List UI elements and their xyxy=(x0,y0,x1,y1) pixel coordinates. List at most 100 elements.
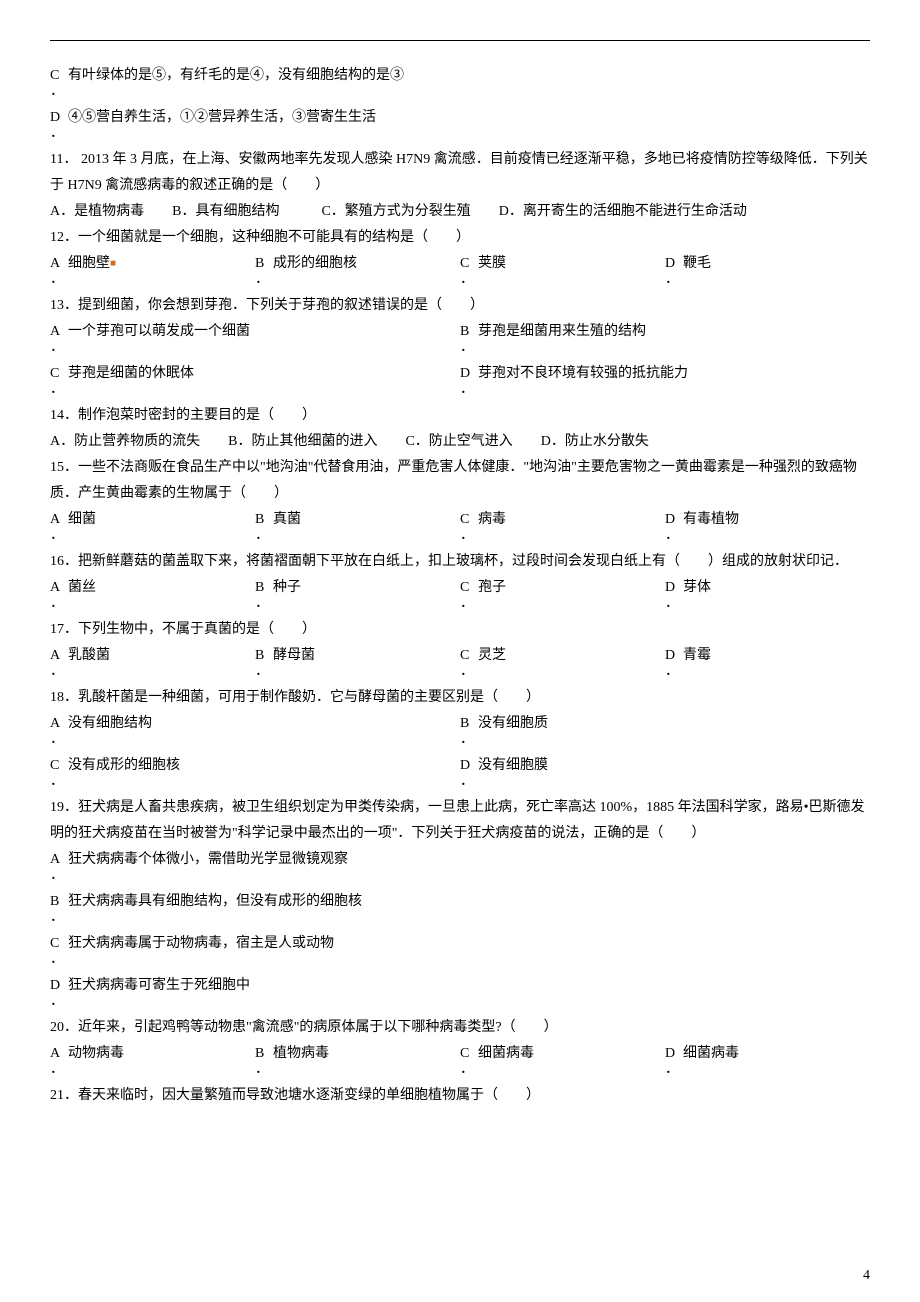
option-dot: ． xyxy=(50,523,68,549)
option-dot: ． xyxy=(255,1057,273,1083)
option-dot: ． xyxy=(255,591,273,617)
option-cell: D．④⑤营自养生活，①②营异养生活，③营寄生生活 xyxy=(50,105,870,147)
option-text: 荚膜 xyxy=(478,251,506,277)
option-cell: A．细胞壁■ xyxy=(50,251,255,293)
option-cell: B．种子 xyxy=(255,575,460,617)
option-text: 狂犬病病毒个体微小，需借助光学显微镜观察 xyxy=(68,847,348,873)
option-row-1: C．有叶绿体的是⑤，有纤毛的是④，没有细胞结构的是③ xyxy=(50,63,870,105)
option-cell: A．没有细胞结构 xyxy=(50,711,460,753)
text-line: 13．提到细菌，你会想到芽孢．下列关于芽孢的叙述错误的是（ ） xyxy=(50,293,870,319)
option-dot: ． xyxy=(460,377,478,403)
option-row-1: D．④⑤营自养生活，①②营异养生活，③营寄生生活 xyxy=(50,105,870,147)
text-line: A．防止营养物质的流失 B．防止其他细菌的进入 C．防止空气进入 D．防止水分散… xyxy=(50,429,870,455)
option-cell: A．动物病毒 xyxy=(50,1041,255,1083)
option-cell: D．狂犬病病毒可寄生于死细胞中 xyxy=(50,973,870,1015)
option-text: 狂犬病病毒具有细胞结构，但没有成形的细胞核 xyxy=(68,889,362,915)
option-cell: B．酵母菌 xyxy=(255,643,460,685)
option-cell: D．青霉 xyxy=(665,643,870,685)
option-text: 细菌病毒 xyxy=(478,1041,534,1067)
option-cell: C．有叶绿体的是⑤，有纤毛的是④，没有细胞结构的是③ xyxy=(50,63,870,105)
option-dot: ． xyxy=(460,659,478,685)
option-dot: ． xyxy=(50,947,68,973)
option-dot: ． xyxy=(50,591,68,617)
option-cell: C．病毒 xyxy=(460,507,665,549)
option-dot: ． xyxy=(665,1057,683,1083)
option-row-2: A．没有细胞结构B．没有细胞质 xyxy=(50,711,870,753)
option-text: 细菌 xyxy=(68,507,96,533)
option-row-1: A．狂犬病病毒个体微小，需借助光学显微镜观察 xyxy=(50,847,870,889)
text-line: 18．乳酸杆菌是一种细菌，可用于制作酸奶．它与酵母菌的主要区别是（ ） xyxy=(50,685,870,711)
option-text: 一个芽孢可以萌发成一个细菌 xyxy=(68,319,250,345)
option-cell: C．没有成形的细胞核 xyxy=(50,753,460,795)
option-dot: ． xyxy=(255,523,273,549)
option-row-2: C．芽孢是细菌的休眠体D．芽孢对不良环境有较强的抵抗能力 xyxy=(50,361,870,403)
text-line: 17．下列生物中，不属于真菌的是（ ） xyxy=(50,617,870,643)
option-row-4: A．细菌B．真菌C．病毒D．有毒植物 xyxy=(50,507,870,549)
option-cell: C．荚膜 xyxy=(460,251,665,293)
option-cell: D．没有细胞膜 xyxy=(460,753,870,795)
option-dot: ． xyxy=(460,335,478,361)
option-text: 芽孢是细菌的休眠体 xyxy=(68,361,194,387)
option-dot: ． xyxy=(665,659,683,685)
option-cell: A．乳酸菌 xyxy=(50,643,255,685)
option-row-2: A．一个芽孢可以萌发成一个细菌B．芽孢是细菌用来生殖的结构 xyxy=(50,319,870,361)
option-row-4: A．乳酸菌B．酵母菌C．灵芝D．青霉 xyxy=(50,643,870,685)
option-cell: C．细菌病毒 xyxy=(460,1041,665,1083)
option-dot: ． xyxy=(460,591,478,617)
option-dot: ． xyxy=(50,1057,68,1083)
option-text: 植物病毒 xyxy=(273,1041,329,1067)
option-cell: B．芽孢是细菌用来生殖的结构 xyxy=(460,319,870,361)
option-cell: D．有毒植物 xyxy=(665,507,870,549)
option-text: 灵芝 xyxy=(478,643,506,669)
option-cell: D．芽体 xyxy=(665,575,870,617)
text-line: 20．近年来，引起鸡鸭等动物患"禽流感"的病原体属于以下哪种病毒类型?（ ） xyxy=(50,1015,870,1041)
option-row-4: A．菌丝B．种子C．孢子D．芽体 xyxy=(50,575,870,617)
text-line: 16．把新鲜蘑菇的菌盖取下来，将菌褶面朝下平放在白纸上，扣上玻璃杯，过段时间会发… xyxy=(50,549,870,575)
option-dot: ． xyxy=(665,267,683,293)
option-dot: ． xyxy=(50,79,68,105)
option-dot: ． xyxy=(665,591,683,617)
option-row-1: D．狂犬病病毒可寄生于死细胞中 xyxy=(50,973,870,1015)
option-cell: B．成形的细胞核 xyxy=(255,251,460,293)
page-number: 4 xyxy=(863,1268,870,1284)
option-dot: ． xyxy=(50,989,68,1015)
option-dot: ． xyxy=(460,1057,478,1083)
option-text: 有叶绿体的是⑤，有纤毛的是④，没有细胞结构的是③ xyxy=(68,63,404,89)
option-row-4: A．细胞壁■B．成形的细胞核C．荚膜D．鞭毛 xyxy=(50,251,870,293)
option-cell: A．菌丝 xyxy=(50,575,255,617)
text-line: 11． 2013 年 3 月底，在上海、安徽两地率先发现人感染 H7N9 禽流感… xyxy=(50,147,870,199)
option-dot: ． xyxy=(50,267,68,293)
option-dot: ． xyxy=(255,659,273,685)
option-text: 乳酸菌 xyxy=(68,643,110,669)
option-text: 真菌 xyxy=(273,507,301,533)
option-dot: ． xyxy=(665,523,683,549)
option-text: 酵母菌 xyxy=(273,643,315,669)
option-cell: C．孢子 xyxy=(460,575,665,617)
option-text: 没有成形的细胞核 xyxy=(68,753,180,779)
option-cell: A．一个芽孢可以萌发成一个细菌 xyxy=(50,319,460,361)
option-text: 芽孢对不良环境有较强的抵抗能力 xyxy=(478,361,688,387)
option-cell: B．没有细胞质 xyxy=(460,711,870,753)
option-cell: A．狂犬病病毒个体微小，需借助光学显微镜观察 xyxy=(50,847,870,889)
option-text: 病毒 xyxy=(478,507,506,533)
option-text: 芽孢是细菌用来生殖的结构 xyxy=(478,319,646,345)
option-dot: ． xyxy=(255,267,273,293)
option-cell: C．灵芝 xyxy=(460,643,665,685)
option-dot: ． xyxy=(460,727,478,753)
option-cell: A．细菌 xyxy=(50,507,255,549)
option-dot: ． xyxy=(50,769,68,795)
option-dot: ． xyxy=(50,659,68,685)
option-cell: B．狂犬病病毒具有细胞结构，但没有成形的细胞核 xyxy=(50,889,870,931)
option-text: 种子 xyxy=(273,575,301,601)
option-row-4: A．动物病毒B．植物病毒C．细菌病毒D．细菌病毒 xyxy=(50,1041,870,1083)
text-line: 15．一些不法商贩在食品生产中以"地沟油"代替食用油，严重危害人体健康．"地沟油… xyxy=(50,455,870,507)
option-text: 狂犬病病毒可寄生于死细胞中 xyxy=(68,973,250,999)
option-dot: ． xyxy=(460,523,478,549)
option-cell: B．真菌 xyxy=(255,507,460,549)
option-cell: D．鞭毛 xyxy=(665,251,870,293)
top-rule xyxy=(50,40,870,41)
option-text: 细胞壁■ xyxy=(68,251,116,277)
option-cell: C．狂犬病病毒属于动物病毒，宿主是人或动物 xyxy=(50,931,870,973)
option-text: 菌丝 xyxy=(68,575,96,601)
text-line: 19．狂犬病是人畜共患疾病，被卫生组织划定为甲类传染病，一旦患上此病，死亡率高达… xyxy=(50,795,870,847)
